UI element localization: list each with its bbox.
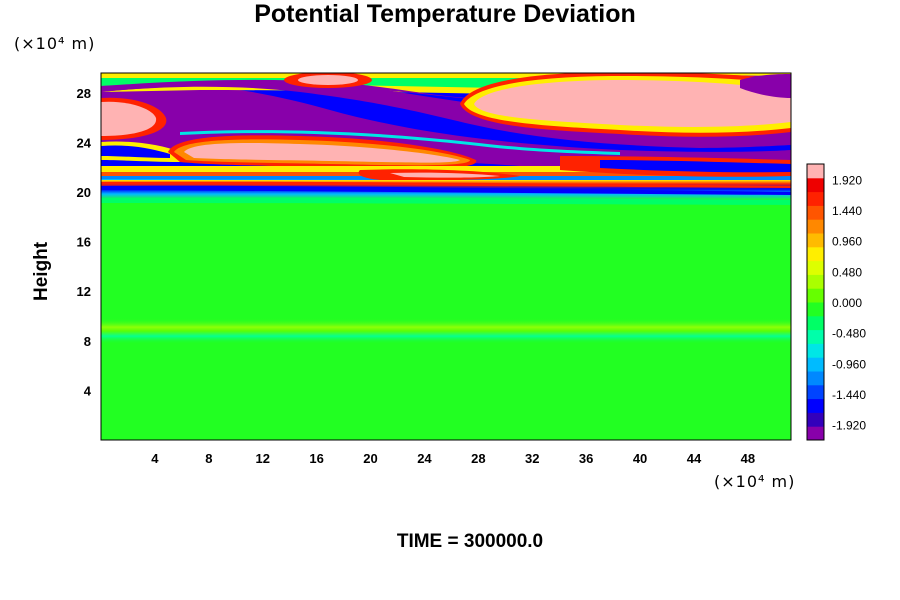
- colorbar-tick-label: 1.440: [832, 204, 862, 218]
- field-band-left-2: [101, 145, 170, 158]
- colorbar-swatch: [807, 164, 824, 179]
- field-thin-line: [180, 130, 620, 155]
- colorbar-tick-label: -1.440: [832, 388, 866, 402]
- colorbar-swatch: [807, 398, 824, 413]
- x-tick-label: 12: [255, 451, 269, 466]
- colorbar: 1.920 1.440 0.960 0.480 0.000 -0.480 -0.960 -1.…: [806, 163, 866, 441]
- y-tick-label: 20: [77, 185, 91, 200]
- colorbar-swatch: [807, 260, 824, 275]
- x-tick-label: 28: [471, 451, 485, 466]
- heatmap-field: [101, 73, 791, 440]
- field-band-20-red: [101, 181, 791, 188]
- colorbar-swatch: [807, 343, 824, 358]
- plot-frame: [100, 72, 792, 441]
- y-tick-label: 28: [77, 86, 91, 101]
- field-warm-cell-upper: [474, 80, 791, 127]
- colorbar-swatch: [807, 219, 824, 234]
- x-tick-label: 32: [525, 451, 539, 466]
- field-warm-spot-top-core: [298, 75, 358, 85]
- field-warm-stripe-core: [390, 172, 500, 178]
- colorbar-swatch: [807, 412, 824, 427]
- colorbar-swatch: [807, 384, 824, 400]
- colorbar-tick-label: 0.960: [832, 235, 862, 249]
- field-warm-cell-left: [101, 101, 157, 136]
- field-right-band-2: [600, 160, 791, 173]
- colorbar-swatch: [807, 246, 824, 262]
- field-lower-band-fill: [101, 318, 791, 344]
- x-tick-label: 48: [741, 451, 755, 466]
- x-tick-label: 44: [687, 451, 702, 466]
- x-tick-label: 40: [633, 451, 647, 466]
- y-tick-label: 16: [77, 235, 91, 250]
- colorbar-swatch: [807, 371, 824, 386]
- colorbar-tick-label: 0.000: [832, 296, 862, 310]
- colorbar-swatch: [807, 233, 824, 248]
- colorbar-tick-label: 1.920: [832, 173, 862, 187]
- field-warm-cell-mid: [184, 142, 460, 163]
- y-tick-label: 12: [77, 284, 91, 299]
- colorbar-swatch: [807, 315, 824, 331]
- field-band-20-blue: [101, 185, 791, 195]
- time-label: TIME = 300000.0: [396, 531, 544, 552]
- y-tick-label: 24: [77, 135, 92, 150]
- colorbar-tick-label: 0.480: [832, 265, 862, 279]
- colorbar-swatch: [807, 191, 824, 206]
- colorbar-swatch: [807, 288, 824, 303]
- field-cold-spot-right: [740, 74, 791, 98]
- y-tick-label: 4: [84, 383, 92, 398]
- colorbar-tick-label: -1.920: [832, 419, 866, 433]
- x-tick-label: 8: [205, 451, 212, 466]
- x-tick-label: 20: [363, 451, 377, 466]
- colorbar-swatch: [807, 274, 824, 289]
- colorbar-tick-label: -0.960: [832, 357, 866, 371]
- x-tick-label: 36: [579, 451, 593, 466]
- colorbar-swatch: [807, 426, 824, 441]
- field-band-20-green: [101, 197, 791, 205]
- colorbar-swatch: [807, 177, 824, 193]
- colorbar-swatch: [807, 357, 824, 372]
- x-axis-unit: (×10⁴ m): [714, 472, 796, 491]
- x-tick-label: 24: [417, 451, 432, 466]
- colorbar-tick-label: -0.480: [832, 327, 866, 341]
- chart-title: Potential Temperature Deviation: [254, 0, 636, 28]
- colorbar-swatch: [807, 302, 824, 317]
- colorbar-swatch: [807, 205, 824, 220]
- colorbar-swatch: [807, 329, 824, 344]
- y-tick-label: 8: [84, 334, 91, 349]
- y-axis-unit: (×10⁴ m): [14, 34, 96, 53]
- x-tick-label: 16: [309, 451, 323, 466]
- colorbar-frame: [806, 163, 825, 441]
- field-stripe-1: [101, 166, 791, 172]
- x-tick-label: 4: [151, 451, 159, 466]
